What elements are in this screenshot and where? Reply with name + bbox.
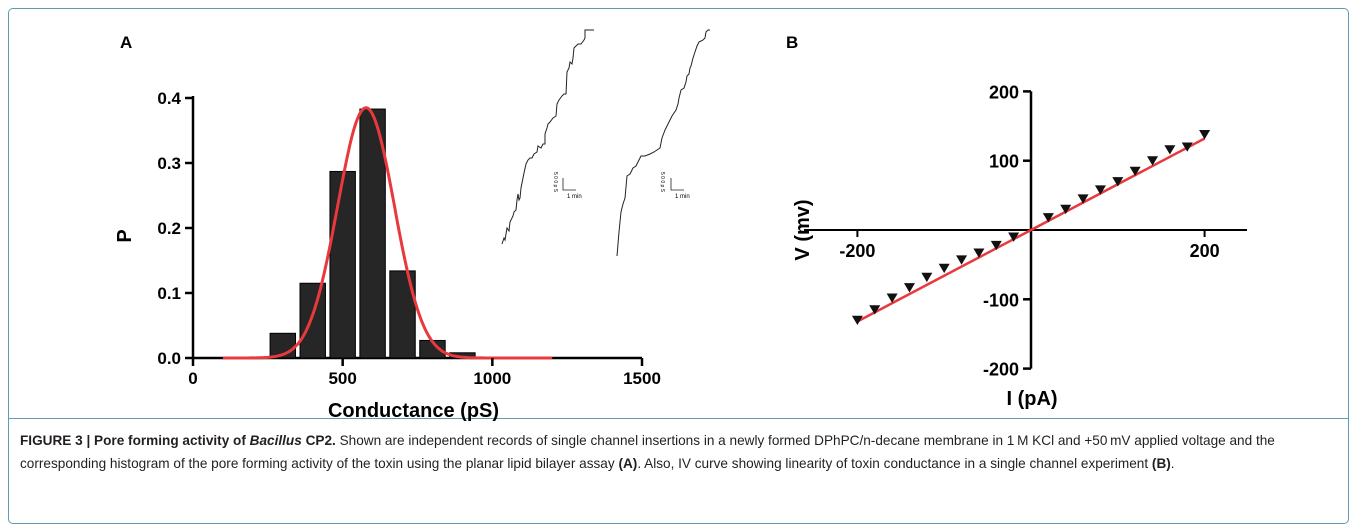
y-tick-label: 200 (989, 82, 1019, 102)
caption-divider (9, 418, 1348, 419)
data-point (1129, 166, 1141, 177)
data-point (1042, 213, 1054, 223)
data-point (1112, 177, 1124, 187)
data-point (886, 293, 898, 303)
data-point (851, 315, 863, 326)
data-point (973, 248, 985, 258)
trace-1 (501, 29, 594, 245)
bar-500 (329, 170, 356, 359)
caption-label: FIGURE 3 | Pore forming activity of (20, 433, 250, 448)
y-tick-label: 0.4 (157, 89, 181, 108)
y-tick-label: 0.2 (157, 219, 181, 238)
caption-text: Shown are independent records of single … (20, 433, 1275, 471)
y-tick-label: 100 (989, 152, 1019, 172)
trace-2 (616, 29, 710, 257)
y-tick-label: 0.0 (157, 349, 181, 368)
caption-species: Bacillus (249, 433, 302, 448)
histogram-chart: 0.0 0.1 0.2 0.3 0.4 0 500 1000 1500 Conductance (… (114, 89, 661, 422)
bar-400 (299, 282, 326, 359)
caption-text-2: . Also, IV curve showing linearity of to… (637, 455, 1152, 471)
y-axis-label: V (mv) (792, 199, 814, 260)
single-channel-traces-inset: 5 0 0 p S 5 0 0 p S 1 min 1 min (501, 29, 710, 257)
data-point (956, 255, 968, 265)
panel-label-a: A (120, 33, 132, 52)
x-axis-label: I (pA) (1006, 388, 1057, 410)
scale-label-2: 1 min (675, 194, 690, 200)
bar-600 (359, 108, 386, 359)
data-point (1077, 194, 1089, 204)
data-point (903, 283, 915, 293)
panel-label-b: B (786, 33, 798, 52)
data-point (1094, 185, 1106, 195)
gaussian-fit-line (222, 106, 553, 360)
data-point (1147, 156, 1159, 166)
data-point (990, 240, 1002, 251)
y-tick-label: -100 (983, 290, 1019, 310)
x-tick-label: 1500 (623, 369, 661, 388)
data-point (921, 272, 933, 283)
data-point (1164, 145, 1176, 155)
x-tick-label: 1000 (473, 369, 511, 388)
y-tick-label: 0.3 (157, 154, 181, 173)
caption-ref-b: (B) (1151, 455, 1171, 471)
data-point (1181, 142, 1193, 152)
data-point (938, 263, 950, 274)
scale-value-2: 5 0 0 p S (659, 172, 665, 193)
data-point (1008, 232, 1020, 242)
caption-end: . (1170, 455, 1175, 471)
x-tick-label: 500 (328, 369, 356, 388)
caption-label-end: CP2. (301, 433, 336, 448)
x-tick-label: -200 (839, 241, 875, 261)
data-point (869, 305, 881, 315)
data-point (1199, 129, 1211, 140)
scale-bar-1 (562, 178, 576, 191)
scale-bar-2 (670, 178, 684, 191)
y-tick-label: 0.1 (157, 284, 181, 303)
figure-frame (8, 8, 1349, 524)
x-tick-label: 0 (188, 369, 197, 388)
y-axis-label: P (114, 229, 136, 242)
caption-ref-a: (A) (618, 455, 638, 471)
data-point (1060, 204, 1072, 215)
figure-caption: FIGURE 3 | Pore forming activity of Baci… (20, 430, 1338, 475)
linear-fit-line (856, 137, 1206, 323)
x-tick-label: 200 (1190, 241, 1220, 261)
y-tick-label: -200 (983, 360, 1019, 380)
scale-value-1: 5 0 0 p S (552, 172, 558, 193)
scale-label-1: 1 min (567, 194, 582, 200)
iv-curve-chart: 200 100 -100 -200 -200 200 I (pA) V (mv) (792, 82, 1247, 410)
x-axis-label: Conductance (pS) (328, 400, 499, 422)
